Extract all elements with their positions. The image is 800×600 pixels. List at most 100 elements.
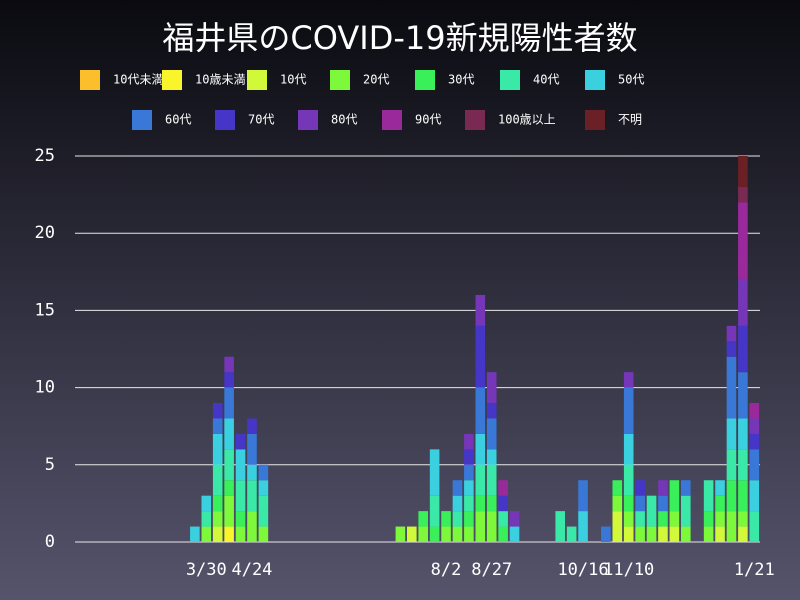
bar-segment xyxy=(680,495,691,527)
bar-segment xyxy=(498,495,508,512)
bar-segment xyxy=(738,449,748,481)
bar-segment xyxy=(212,464,223,496)
bar-segment xyxy=(658,495,668,512)
bar-segment xyxy=(247,418,257,434)
bar-segment xyxy=(486,403,497,419)
bar-segment xyxy=(441,526,451,542)
bar-segment xyxy=(475,387,486,434)
legend-swatch xyxy=(215,110,235,130)
bar-segment xyxy=(578,511,588,542)
bar-segment xyxy=(601,526,611,542)
bar-segment xyxy=(715,526,725,542)
bar-segment xyxy=(224,418,234,450)
legend-label: 40代 xyxy=(533,73,559,87)
bar-segment xyxy=(224,387,234,419)
bar-segment xyxy=(749,449,760,481)
bar-segment xyxy=(247,464,257,481)
legend-swatch xyxy=(500,70,520,90)
bar-segment xyxy=(247,480,257,512)
bar-segment xyxy=(224,356,234,373)
bar-segment xyxy=(429,495,440,527)
bar-segment xyxy=(475,511,486,542)
bar-segment xyxy=(201,526,212,542)
bar-segment xyxy=(578,480,588,512)
bar-segment xyxy=(623,387,634,434)
bar-segment xyxy=(703,526,714,542)
bar-segment xyxy=(224,372,234,388)
bar-segment xyxy=(738,156,748,187)
bar-segment xyxy=(715,511,725,527)
bar-segment xyxy=(726,480,737,512)
bar-segment xyxy=(726,449,737,481)
x-tick-label: 3/30 xyxy=(186,560,227,580)
bar-segment xyxy=(612,511,623,542)
x-tick-label: 8/27 xyxy=(471,560,512,580)
bar-segment xyxy=(749,511,760,542)
bar-segment xyxy=(452,495,463,512)
bar-segment xyxy=(464,511,474,527)
bar-segment xyxy=(749,403,760,419)
bar-segment xyxy=(418,526,429,542)
x-tick-label: 1/21 xyxy=(734,560,775,580)
bar-segment xyxy=(726,418,737,450)
bar-segment xyxy=(452,511,463,527)
legend-label: 50代 xyxy=(618,73,644,87)
bar-segment xyxy=(646,495,657,527)
bar-segment xyxy=(486,495,497,512)
bar-segment xyxy=(235,433,246,450)
legend-label: 70代 xyxy=(248,113,274,127)
bar-segment xyxy=(738,418,748,450)
y-tick-label: 15 xyxy=(35,300,55,320)
bar-segment xyxy=(715,480,725,496)
legend-swatch xyxy=(132,110,152,130)
bar-segment xyxy=(429,449,440,496)
bar-segment xyxy=(224,526,234,542)
bar-segment xyxy=(738,480,748,512)
legend-swatch xyxy=(162,70,182,90)
bar-segment xyxy=(452,526,463,542)
bar-segment xyxy=(623,433,634,465)
x-tick-label: 11/10 xyxy=(603,560,654,580)
legend-swatch xyxy=(415,70,435,90)
bar-segment xyxy=(429,526,440,542)
bar-segment xyxy=(635,480,645,496)
bar-segment xyxy=(441,511,451,527)
bar-segment xyxy=(555,511,566,542)
bar-segment xyxy=(726,356,737,419)
bar-segment xyxy=(749,418,760,434)
bar-segment xyxy=(509,526,520,542)
bar-segment xyxy=(566,526,577,542)
bar-segment xyxy=(738,511,748,527)
bar-segment xyxy=(749,433,760,450)
bar-segment xyxy=(658,480,668,496)
bar-segment xyxy=(635,526,645,542)
bar-segment xyxy=(258,526,269,542)
legend-label: 80代 xyxy=(331,113,357,127)
bar-segment xyxy=(475,464,486,496)
bar-segment xyxy=(738,279,748,326)
bar-segment xyxy=(498,526,508,542)
bar-segment xyxy=(224,449,234,481)
bar-segment xyxy=(418,511,429,527)
legend-swatch xyxy=(298,110,318,130)
bar-segment xyxy=(212,526,223,542)
bar-segment xyxy=(395,526,406,542)
bar-segment xyxy=(680,480,691,496)
bar-segment xyxy=(475,495,486,512)
bar-segment xyxy=(669,511,680,527)
bar-segment xyxy=(235,449,246,481)
legend-label: 30代 xyxy=(448,73,474,87)
bar-segment xyxy=(258,495,269,527)
bar-segment xyxy=(669,480,680,512)
bar-segment xyxy=(212,511,223,527)
bar-segment xyxy=(247,433,257,465)
bar-segment xyxy=(486,449,497,465)
bar-segment xyxy=(635,511,645,527)
bar-segment xyxy=(406,526,417,542)
bar-segment xyxy=(486,372,497,404)
legend-swatch xyxy=(465,110,485,130)
legend-swatch xyxy=(585,110,605,130)
bar-segment xyxy=(612,495,623,512)
